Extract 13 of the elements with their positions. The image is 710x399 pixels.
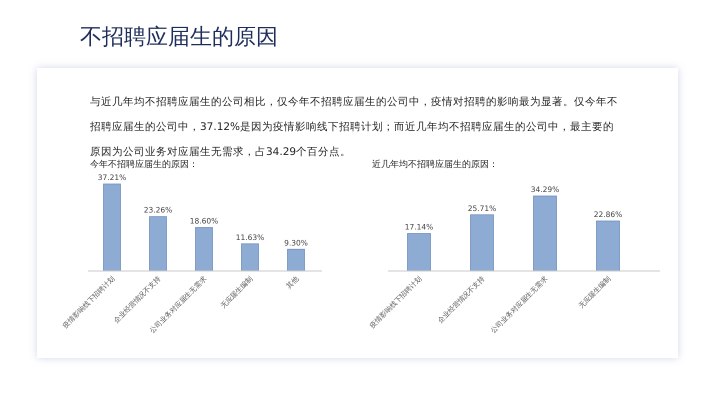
bar <box>596 220 620 272</box>
bar <box>407 233 431 272</box>
bar <box>149 216 167 272</box>
bar <box>470 214 494 272</box>
chart-title: 今年不招聘应届生的原因： <box>90 158 198 171</box>
bar <box>287 248 305 272</box>
chart-title: 近几年均不招聘应届生的原因： <box>372 158 498 171</box>
bar <box>103 184 121 272</box>
bar <box>241 243 259 272</box>
text: 不招聘应届生的原因 <box>80 24 278 52</box>
bar <box>533 196 557 272</box>
bar <box>195 227 213 272</box>
text: 与近几年均不招聘应届生的公司相比，仅今年不招聘应届生的公司中，疫情对招聘的影响最为显著。仅今年不招聘应届生的公司中，37.12%是因为疫情影响线下招聘计划；而近几年均不招聘应届生的公司中，最主要的原因为公司业务对应届生无需求，占34.29个百分点。 <box>90 96 618 158</box>
